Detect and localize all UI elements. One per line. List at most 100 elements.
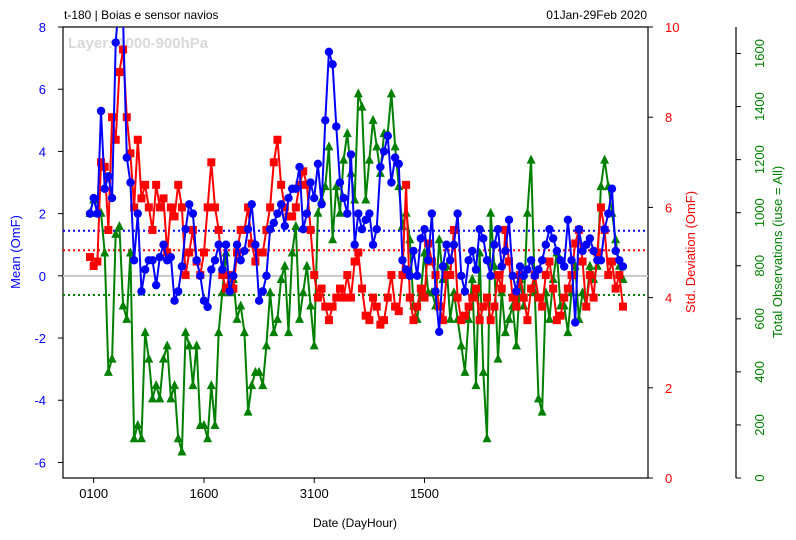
x-axis-tick-label: 1500 (410, 486, 439, 501)
data-point-nobs (181, 327, 191, 337)
data-point-std (295, 180, 304, 189)
data-point-mean (431, 287, 440, 296)
data-point-mean (515, 262, 525, 271)
data-point-nobs (482, 433, 492, 443)
data-point-mean (416, 234, 426, 243)
left-axis-tick-label: 6 (39, 82, 46, 97)
data-point-nobs (548, 274, 558, 284)
right-axis-label: Std. Deviation (OmF) (683, 191, 698, 313)
third-axis-tick-label: 1400 (752, 92, 767, 121)
data-point-mean (435, 327, 444, 337)
left-axis-tick-label: 0 (39, 269, 46, 284)
data-point-nobs (364, 154, 374, 164)
data-point-mean (482, 256, 492, 265)
data-point-std (350, 257, 359, 266)
data-point-std (512, 302, 521, 311)
data-point-mean (574, 224, 584, 234)
data-point-std (369, 293, 378, 302)
left-axis-tick-label: -4 (34, 393, 46, 408)
data-point-std (203, 203, 212, 212)
data-point-nobs (280, 260, 290, 270)
data-point-mean (354, 209, 363, 218)
data-point-nobs (283, 327, 293, 337)
data-point-mean (537, 256, 547, 265)
data-point-std (611, 284, 620, 293)
data-point-std (229, 284, 238, 293)
data-point-mean (181, 224, 190, 234)
data-point-std (86, 253, 94, 262)
data-point-mean (280, 221, 290, 231)
data-point-nobs (162, 340, 172, 350)
data-point-mean (321, 116, 330, 125)
data-point-mean (93, 209, 102, 218)
data-point-std (130, 203, 139, 212)
data-point-nobs (210, 419, 220, 429)
series-left (85, 27, 628, 337)
data-point-mean (361, 215, 370, 225)
data-point-std (218, 271, 227, 280)
data-point-std (505, 257, 514, 266)
data-point-mean (236, 256, 245, 265)
data-point-mean (600, 224, 609, 234)
data-point-mean (453, 209, 462, 218)
data-point-mean (479, 234, 488, 243)
data-point-std (277, 180, 286, 189)
data-point-std (413, 302, 422, 311)
data-point-nobs (500, 327, 510, 337)
right-axis-tick-label: 8 (665, 110, 672, 125)
data-point-mean (578, 246, 587, 256)
data-point-std (534, 293, 543, 302)
data-point-nobs (188, 380, 198, 390)
data-point-mean (284, 193, 293, 203)
data-point-std (104, 225, 113, 234)
data-point-mean (350, 240, 359, 249)
data-point-mean (611, 246, 620, 256)
data-point-std (460, 311, 469, 320)
data-point-nobs (368, 114, 378, 124)
data-point-mean (383, 131, 392, 141)
data-point-mean (254, 296, 264, 305)
data-point-nobs (258, 380, 268, 390)
data-point-mean (548, 234, 558, 243)
data-point-nobs (291, 220, 301, 230)
data-point-nobs (254, 366, 264, 376)
data-point-mean (276, 200, 286, 209)
data-point-mean (589, 246, 598, 256)
data-point-nobs (313, 207, 323, 217)
data-point-mean (339, 193, 348, 203)
data-point-std (137, 194, 146, 203)
data-point-std (199, 248, 208, 257)
data-point-mean (133, 209, 142, 218)
data-point-nobs (478, 366, 488, 376)
data-point-mean (490, 240, 499, 249)
data-point-std (475, 316, 484, 325)
data-point-mean (299, 224, 308, 234)
data-point-nobs (526, 154, 536, 164)
data-point-mean (545, 224, 554, 234)
data-point-nobs (147, 393, 157, 403)
data-point-mean (122, 153, 131, 162)
data-point-mean (269, 218, 278, 228)
left-axis-tick-label: 2 (39, 207, 46, 222)
data-point-nobs (533, 393, 543, 403)
data-point-std (100, 162, 109, 171)
data-point-mean (148, 256, 157, 265)
data-point-std (387, 271, 396, 280)
x-axis-tick-label: 1600 (189, 486, 218, 501)
data-point-mean (166, 252, 176, 262)
data-point-std (306, 225, 315, 234)
data-point-std (313, 293, 322, 302)
data-point-mean (174, 287, 183, 296)
data-point-mean (310, 193, 319, 203)
data-point-std (494, 271, 503, 280)
data-point-std (394, 307, 403, 316)
data-point-nobs (236, 300, 246, 310)
data-point-nobs (151, 380, 161, 390)
data-point-std (244, 203, 253, 212)
data-point-std (210, 203, 219, 212)
data-point-mean (343, 209, 352, 218)
data-point-mean (563, 215, 573, 225)
data-point-mean (225, 287, 234, 296)
data-point-std (571, 239, 580, 248)
data-point-std (541, 271, 550, 280)
